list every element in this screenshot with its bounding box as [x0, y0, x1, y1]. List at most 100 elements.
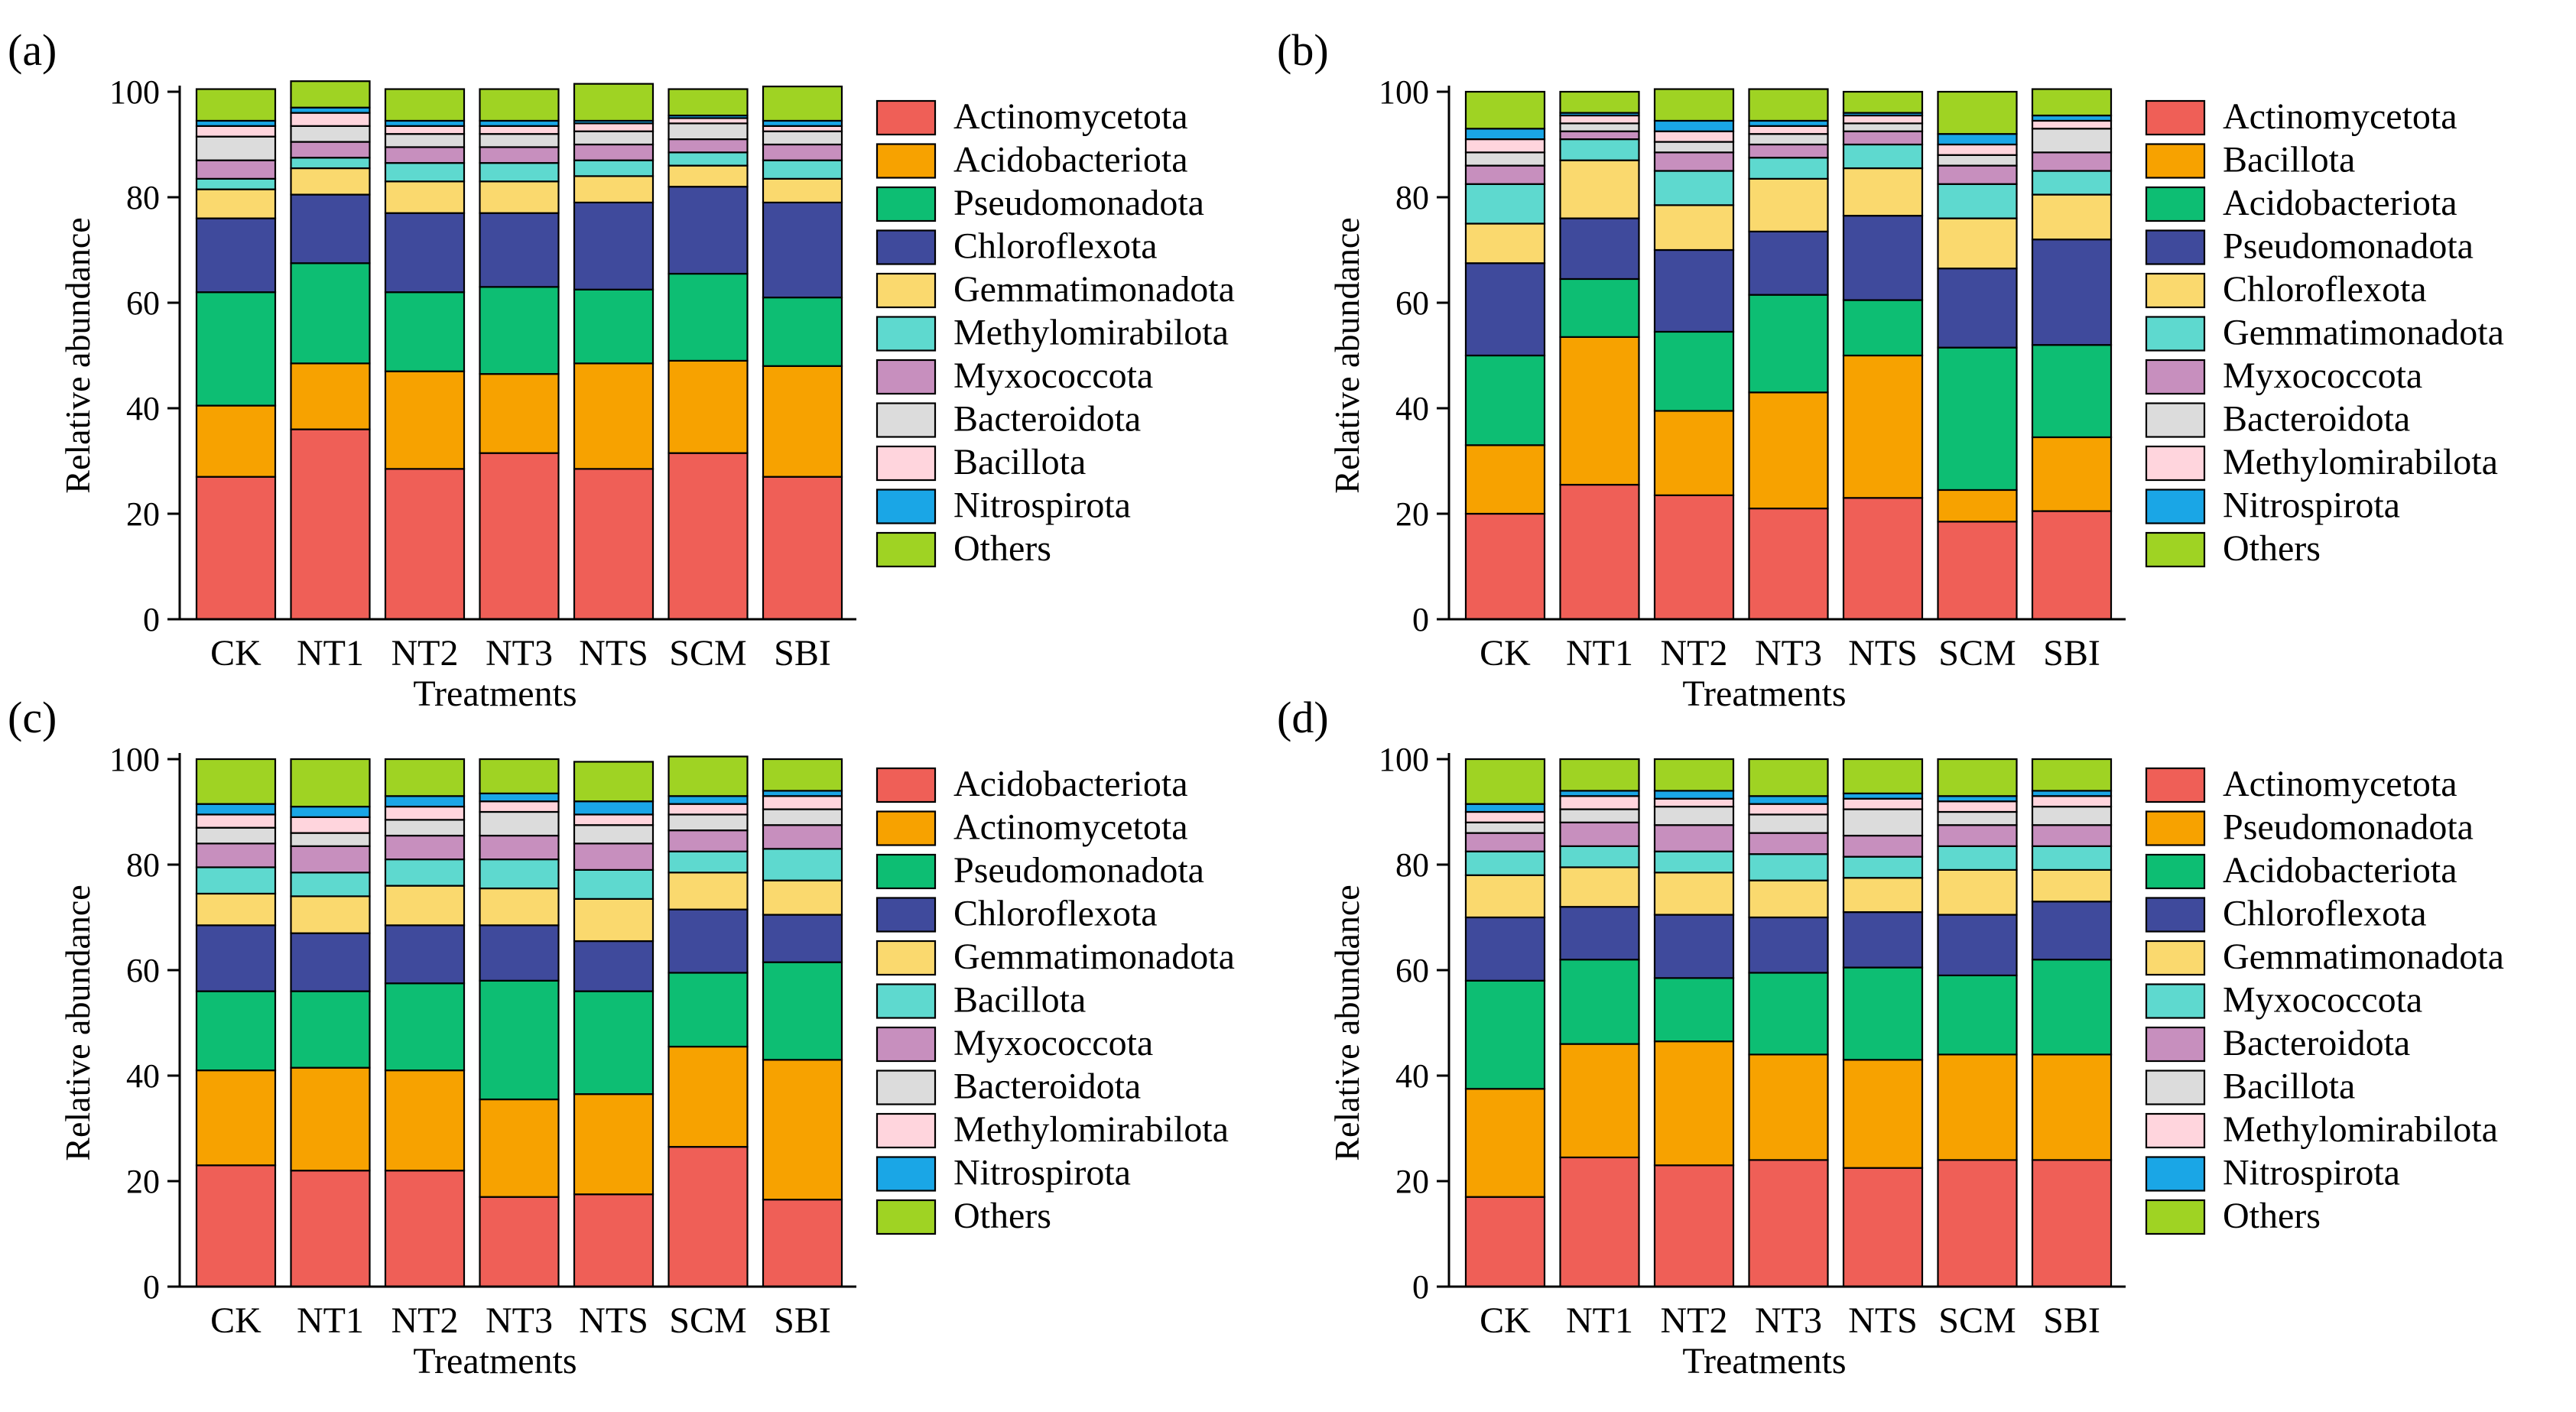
x-tick-label: NT1	[297, 1300, 364, 1341]
bar-segment-nt1-bacteroidota	[1559, 821, 1640, 847]
bar-segment-scm-actinomycetota	[668, 452, 749, 621]
bar-segment-nt3-pseudomonadota	[1748, 1053, 1829, 1161]
bar-segment-nt2-others	[384, 758, 466, 797]
y-tick-label: 60	[1395, 284, 1429, 322]
x-tick-label: SBI	[774, 1300, 831, 1341]
x-tick-label: NT2	[391, 1300, 459, 1341]
bar-segment-ck-others	[1464, 758, 1546, 805]
bar-segment-nt2-bacillota	[1653, 410, 1735, 496]
bar-segment-nt2-others	[384, 88, 466, 122]
bar-segment-nt2-chloroflexota	[384, 924, 466, 985]
x-tick-label: SCM	[669, 1300, 746, 1341]
x-axis-title: Treatments	[413, 674, 577, 714]
bar-segment-scm-myxococcota	[668, 829, 749, 852]
bar-segment-sbi-actinomycetota	[2031, 1159, 2113, 1288]
bar-segment-nt2-bacteroidota	[384, 819, 466, 837]
bar-segment-sbi-actinomycetota	[762, 1059, 843, 1201]
y-axis-title: Relative abundance	[1327, 217, 1366, 493]
bar-segment-ck-myxococcota	[1464, 164, 1546, 185]
bar-segment-nt3-methylomirabilota	[479, 162, 560, 183]
legend-swatch-pseudomonadota	[2145, 229, 2206, 265]
bar-segment-scm-methylomirabilota	[668, 803, 749, 816]
bar-segment-sbi-gemmatimonadota	[2031, 868, 2113, 903]
bar-segment-nt2-actinomycetota	[384, 1069, 466, 1172]
bar-segment-sbi-pseudomonadota	[762, 961, 843, 1061]
legend-label: Methylomirabilota	[2223, 1109, 2498, 1150]
bar-segment-nts-bacillota	[573, 868, 655, 900]
legend-label: Actinomycetota	[2223, 96, 2457, 137]
bar-segment-nts-myxococcota	[1842, 130, 1924, 146]
bar-segment-sbi-myxococcota	[2031, 845, 2113, 871]
bar-segment-nts-actinomycetota	[573, 1093, 655, 1196]
legend-label: Myxococcota	[953, 355, 1153, 396]
bar-segment-sbi-methylomirabilota	[762, 159, 843, 180]
bar-segment-nt2-methylomirabilota	[384, 162, 466, 183]
bar-segment-nt1-gemmatimonadota	[290, 895, 371, 934]
legend-label: Actinomycetota	[953, 96, 1188, 137]
bar-segment-nt3-actinomycetota	[1748, 507, 1829, 621]
bar-segment-scm-gemmatimonadota	[1937, 183, 2018, 219]
bar-segment-scm-acidobacteriota	[1937, 974, 2018, 1056]
legend-label: Bacillota	[953, 980, 1086, 1021]
legend-label: Nitrospirota	[953, 1153, 1131, 1193]
bar-segment-nt3-chloroflexota	[479, 924, 560, 982]
x-tick-label: NT2	[1661, 633, 1728, 674]
x-axis-title: Treatments	[1682, 1341, 1846, 1381]
bar-segment-sbi-acidobacteriota	[2031, 344, 2113, 439]
bar-segment-nt3-myxococcota	[479, 834, 560, 861]
bar-segment-nt2-acidobacteriota	[1653, 977, 1735, 1043]
bar-segment-nts-chloroflexota	[1842, 167, 1924, 217]
bar-segment-sbi-acidobacteriota	[762, 365, 843, 478]
x-tick-label: NT3	[1755, 633, 1822, 674]
bar-segment-nt2-myxococcota	[1653, 151, 1735, 172]
bar-segment-nt3-methylomirabilota	[479, 800, 560, 813]
bar-segment-nt1-gemmatimonadota	[1559, 138, 1640, 161]
legend-label: Acidobacteriota	[2223, 183, 2457, 223]
x-tick-label: CK	[210, 1300, 261, 1341]
bar-segment-nt3-pseudomonadota	[479, 286, 560, 375]
y-tick-label: 20	[1395, 1163, 1429, 1200]
bar-segment-sbi-others	[762, 85, 843, 122]
bar-segment-sbi-gemmatimonadota	[762, 879, 843, 916]
legend-swatch-methylomirabilota	[2145, 1112, 2206, 1149]
bar-segment-nt3-others	[1748, 758, 1829, 797]
bar-segment-nt3-bacillota	[479, 858, 560, 890]
bar-segment-nt3-pseudomonadota	[479, 979, 560, 1101]
bar-segment-nt1-chloroflexota	[1559, 906, 1640, 961]
bar-segment-nt3-bacillota	[1748, 391, 1829, 510]
bar-segment-sbi-chloroflexota	[2031, 901, 2113, 961]
legend-swatch-bacillota	[875, 983, 937, 1019]
bar-segment-nt3-myxococcota	[479, 146, 560, 164]
bar-segment-ck-acidobacteriota	[195, 404, 277, 478]
bar-segment-ck-chloroflexota	[1464, 222, 1546, 265]
bar-segment-sbi-myxococcota	[762, 824, 843, 850]
bar-segment-sbi-gemmatimonadota	[2031, 170, 2113, 196]
bar-segment-nts-pseudomonadota	[573, 288, 655, 365]
bar-segment-ck-methylomirabilota	[1464, 138, 1546, 154]
bar-segment-sbi-bacillota	[2031, 436, 2113, 512]
bar-segment-nt1-methylomirabilota	[290, 157, 371, 170]
bar-segment-nts-others	[1842, 90, 1924, 114]
bar-segment-scm-pseudomonadota	[1937, 1053, 2018, 1161]
panel-label: (d)	[1277, 693, 1329, 742]
bar-segment-nt3-myxococcota	[1748, 143, 1829, 159]
bar-segment-sbi-acidobacteriota	[2031, 959, 2113, 1056]
bar-segment-nt2-bacteroidota	[1653, 824, 1735, 852]
bar-segment-nts-nitrospirota	[573, 800, 655, 816]
y-tick-label: 20	[126, 1163, 160, 1200]
bar-segment-nt1-pseudomonadota	[1559, 217, 1640, 281]
bar-segment-ck-myxococcota	[1464, 850, 1546, 876]
bar-segment-ck-methylomirabilota	[195, 177, 277, 190]
x-tick-label: SCM	[1938, 1300, 2016, 1341]
bar-segment-nts-myxococcota	[573, 143, 655, 161]
legend-swatch-chloroflexota	[875, 897, 937, 933]
bar-segment-scm-others	[668, 755, 749, 797]
bar-segment-nts-bacillota	[1842, 808, 1924, 837]
bar-segment-scm-gemmatimonadota	[668, 164, 749, 188]
bar-segment-nt2-bacillota	[384, 858, 466, 887]
bar-segment-scm-gemmatimonadota	[668, 872, 749, 910]
x-tick-label: NT3	[1755, 1300, 1822, 1341]
bar-segment-nt2-actinomycetota	[1653, 494, 1735, 621]
bar-segment-nt2-nitrospirota	[1653, 790, 1735, 800]
bar-segment-sbi-bacteroidota	[2031, 824, 2113, 847]
